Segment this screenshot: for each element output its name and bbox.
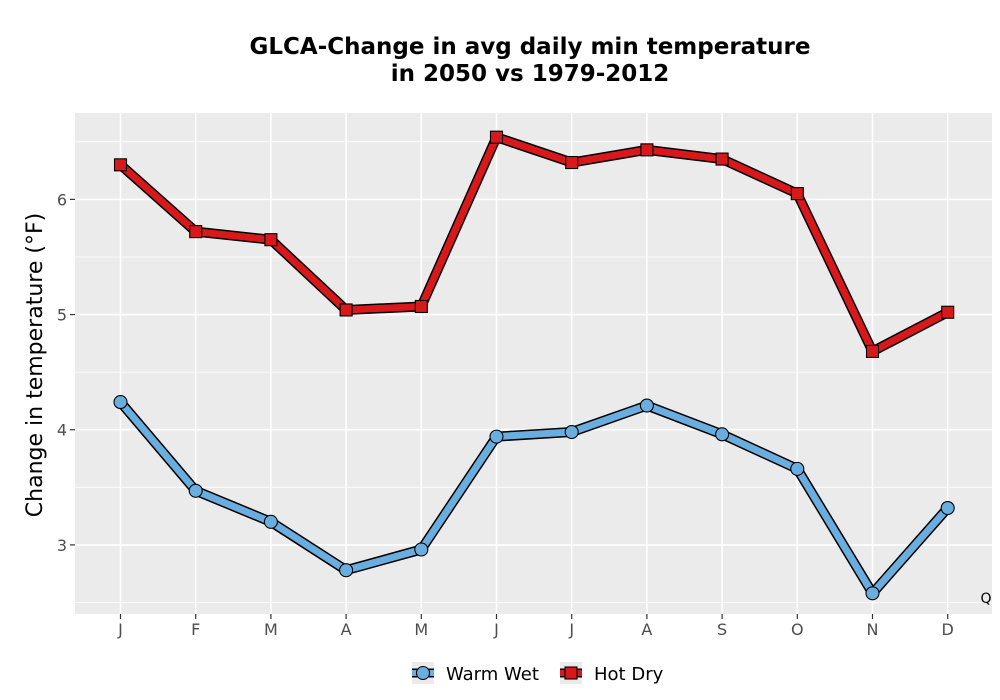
x-tick-label: O	[791, 620, 804, 639]
y-tick-label: 4	[57, 421, 67, 440]
series-hot-dry	[113, 130, 955, 358]
legend-item-warm-wet: Warm Wet	[412, 662, 539, 685]
data-point	[640, 143, 654, 157]
data-point	[790, 187, 804, 201]
legend: Warm Wet Hot Dry	[412, 662, 664, 685]
y-tick-label: 6	[57, 190, 67, 209]
legend-label: Hot Dry	[594, 664, 664, 685]
data-point	[790, 461, 805, 476]
data-point	[189, 225, 203, 239]
x-tick-label: A	[341, 620, 352, 639]
plot-panel	[75, 113, 992, 614]
data-point	[564, 424, 579, 440]
data-point	[414, 299, 428, 314]
y-tick-label: 5	[57, 306, 67, 325]
data-point	[865, 586, 880, 601]
data-point	[715, 427, 730, 442]
data-point	[263, 514, 278, 529]
data-point	[113, 158, 128, 172]
legend-item-hot-dry: Hot Dry	[560, 662, 664, 685]
x-tick-label: J	[493, 620, 499, 639]
data-point	[188, 483, 203, 498]
data-point	[489, 429, 504, 444]
series-line	[117, 133, 952, 355]
x-tick-label: M	[264, 620, 278, 639]
data-point	[865, 344, 880, 358]
data-point	[940, 500, 955, 516]
y-tick-label: 3	[57, 536, 67, 555]
chart-title-line-1: GLCA-Change in avg daily min temperature	[249, 34, 810, 60]
legend-key-marker	[415, 665, 431, 681]
chart-title-line-2: in 2050 vs 1979-2012	[391, 61, 670, 87]
legend-key-marker	[564, 666, 578, 680]
y-axis-label: Change in temperature (°F)	[23, 213, 48, 517]
x-tick-label: M	[414, 620, 428, 639]
legend-label: Warm Wet	[446, 664, 539, 685]
x-tick-label: J	[117, 620, 123, 639]
series-layer	[113, 130, 955, 601]
x-tick-label: J	[568, 620, 574, 639]
data-point	[639, 398, 654, 413]
x-tick-label: A	[641, 620, 652, 639]
grid-minor	[75, 141, 992, 603]
series-line	[117, 398, 952, 597]
data-point	[264, 233, 278, 247]
grid-major	[75, 113, 992, 614]
x-tick-label: D	[942, 620, 954, 639]
data-point	[113, 395, 128, 410]
y-axis: 3 4 5 6	[57, 190, 75, 555]
x-tick-label: N	[867, 620, 879, 639]
data-point	[715, 152, 729, 166]
x-tick-label: S	[717, 620, 727, 639]
series-warm-wet	[113, 395, 955, 601]
x-tick-label: F	[191, 620, 200, 639]
data-point	[489, 130, 504, 144]
corner-annotation: Q	[980, 591, 991, 607]
data-point	[339, 563, 354, 578]
data-point	[565, 155, 579, 170]
data-point	[414, 542, 429, 557]
data-point	[941, 305, 955, 319]
data-point	[339, 303, 353, 317]
